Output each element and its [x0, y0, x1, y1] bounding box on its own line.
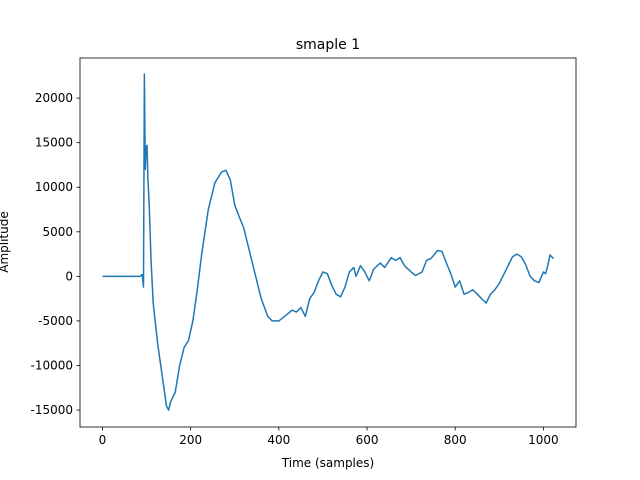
y-tick-label: 0 — [65, 269, 73, 283]
x-axis-label: Time (samples) — [281, 456, 374, 470]
chart-title: smaple 1 — [296, 37, 360, 53]
y-axis-label: Amplitude — [0, 211, 11, 273]
line-series — [102, 73, 555, 411]
y-tick-label: 20000 — [35, 91, 73, 105]
x-tick-label: 800 — [444, 433, 467, 447]
y-tick-label: -10000 — [30, 359, 73, 373]
y-tick-label: 15000 — [35, 136, 73, 150]
plot-frame — [79, 57, 577, 428]
x-tick-label: 600 — [356, 433, 379, 447]
x-tick-label: 200 — [179, 433, 202, 447]
x-tick-label: 400 — [267, 433, 290, 447]
y-tick-label: 5000 — [42, 225, 73, 239]
x-tick-label: 0 — [99, 433, 107, 447]
y-tick-label: -5000 — [38, 314, 73, 328]
x-tick-label: 1000 — [528, 433, 559, 447]
y-tick-label: 10000 — [35, 180, 73, 194]
y-tick-label: -15000 — [30, 403, 73, 417]
